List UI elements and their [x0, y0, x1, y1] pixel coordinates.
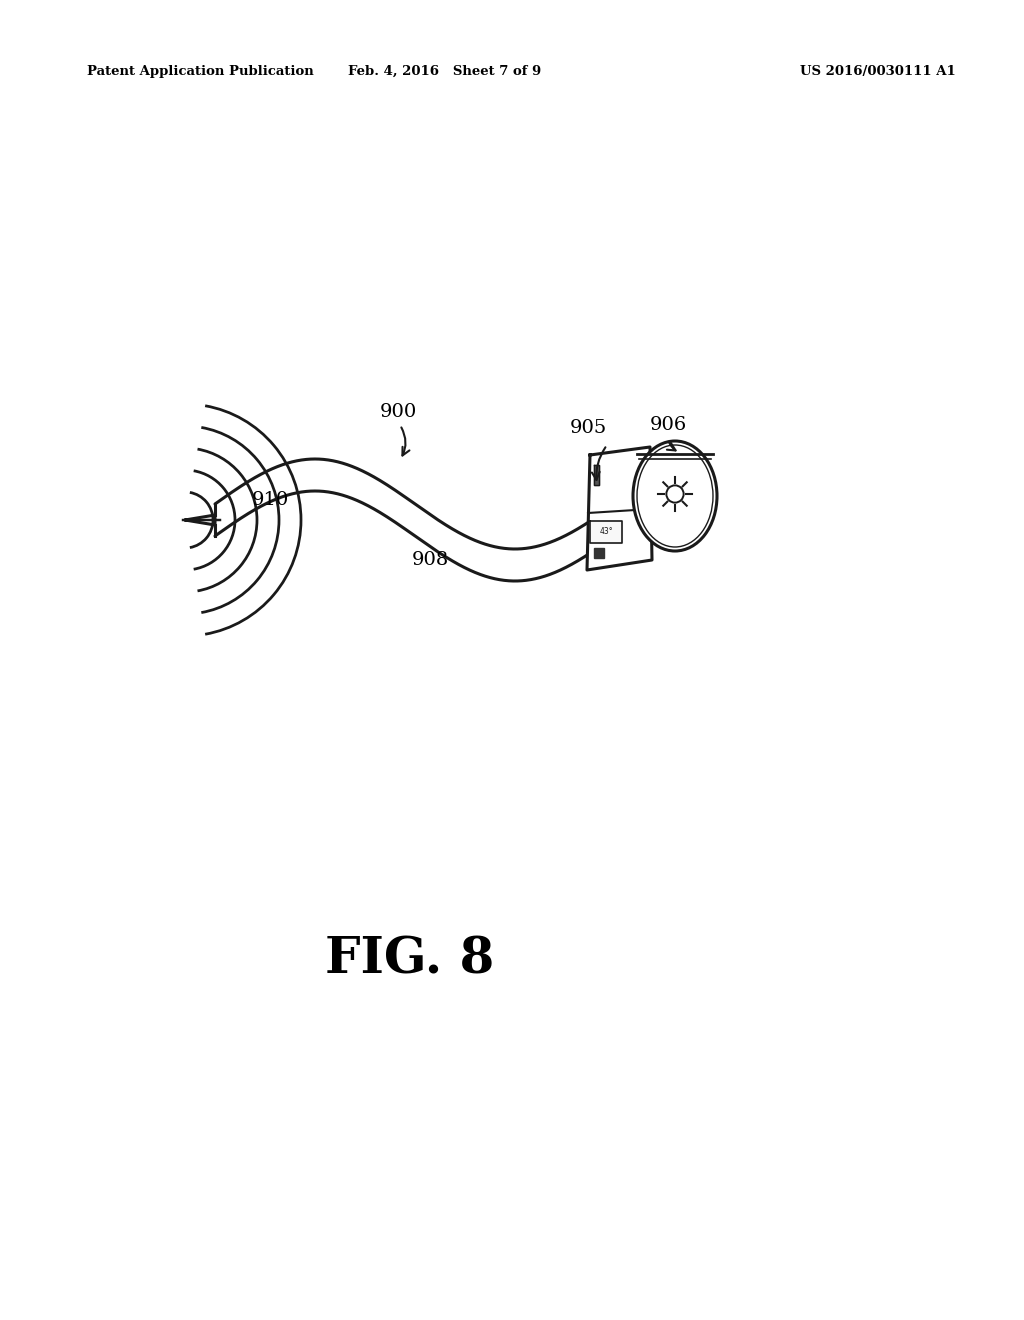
Polygon shape — [587, 447, 652, 570]
Text: 908: 908 — [412, 550, 449, 569]
Ellipse shape — [633, 441, 717, 550]
Text: Patent Application Publication: Patent Application Publication — [87, 65, 313, 78]
Text: 910: 910 — [252, 491, 289, 510]
Text: 906: 906 — [650, 416, 687, 434]
Polygon shape — [590, 521, 622, 543]
Polygon shape — [594, 548, 604, 558]
Text: US 2016/0030111 A1: US 2016/0030111 A1 — [800, 65, 955, 78]
Text: 900: 900 — [380, 403, 417, 421]
Text: Feb. 4, 2016   Sheet 7 of 9: Feb. 4, 2016 Sheet 7 of 9 — [348, 65, 542, 78]
Polygon shape — [594, 465, 599, 484]
Text: 43°: 43° — [599, 528, 612, 536]
Polygon shape — [185, 515, 215, 525]
Circle shape — [667, 486, 684, 503]
Text: FIG. 8: FIG. 8 — [326, 936, 495, 985]
Text: 905: 905 — [570, 418, 607, 437]
